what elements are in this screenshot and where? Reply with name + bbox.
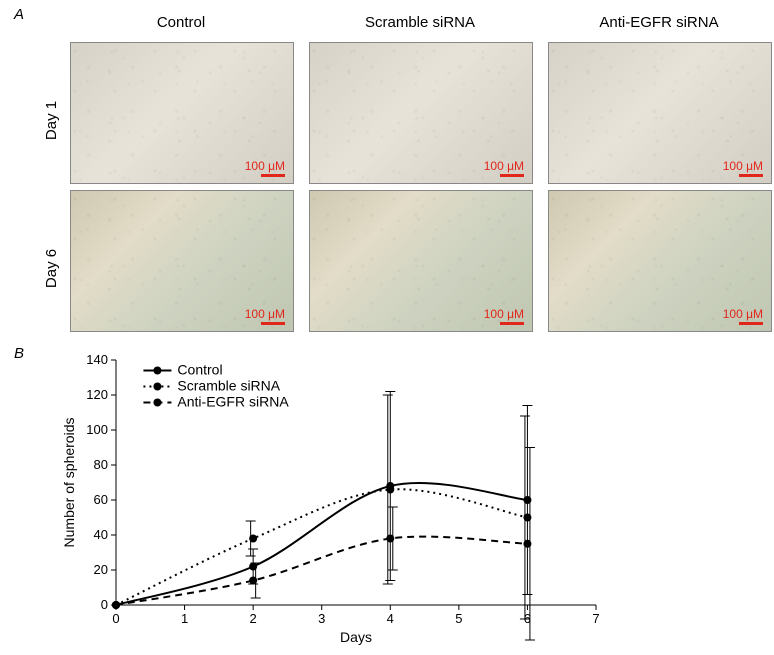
svg-text:80: 80 [94,457,108,472]
micrograph: 100 μM [70,42,294,184]
column-header: Anti-EGFR siRNA [548,14,770,31]
scale-bar: 100 μM [723,160,763,177]
figure: A ControlScramble siRNAAnti-EGFR siRNA D… [0,0,774,655]
svg-text:100: 100 [86,422,108,437]
svg-text:0: 0 [101,597,108,612]
row-header: Day 1 [43,101,60,140]
scale-bar: 100 μM [245,308,285,325]
column-header: Scramble siRNA [309,14,531,31]
chart-series [116,537,527,605]
column-header: Control [70,14,292,31]
micrograph: 100 μM [548,190,772,332]
svg-text:Days: Days [340,629,372,645]
svg-text:2: 2 [250,611,257,626]
scale-bar: 100 μM [723,308,763,325]
svg-text:0: 0 [112,611,119,626]
svg-text:7: 7 [592,611,599,626]
svg-text:4: 4 [387,611,394,626]
scale-bar: 100 μM [484,160,524,177]
micrograph: 100 μM [309,190,533,332]
svg-text:Number of spheroids: Number of spheroids [61,418,77,548]
svg-text:3: 3 [318,611,325,626]
micrograph: 100 μM [309,42,533,184]
svg-text:120: 120 [86,387,108,402]
row-header: Day 6 [43,249,60,288]
svg-text:1: 1 [181,611,188,626]
panel-b-label: B [14,345,24,362]
spheroid-chart: 01234567020406080100120140DaysNumber of … [56,350,616,650]
svg-text:60: 60 [94,492,108,507]
scale-bar: 100 μM [245,160,285,177]
chart-series [116,489,527,605]
legend-item: Anti-EGFR siRNA [177,394,289,410]
svg-text:5: 5 [455,611,462,626]
svg-text:20: 20 [94,562,108,577]
chart-series [116,483,527,605]
micrograph: 100 μM [70,190,294,332]
micrograph: 100 μM [548,42,772,184]
scale-bar: 100 μM [484,308,524,325]
panel-a-label: A [14,6,24,23]
legend-item: Scramble siRNA [177,378,280,394]
legend-item: Control [177,362,222,378]
svg-text:40: 40 [94,527,108,542]
svg-text:140: 140 [86,352,108,367]
